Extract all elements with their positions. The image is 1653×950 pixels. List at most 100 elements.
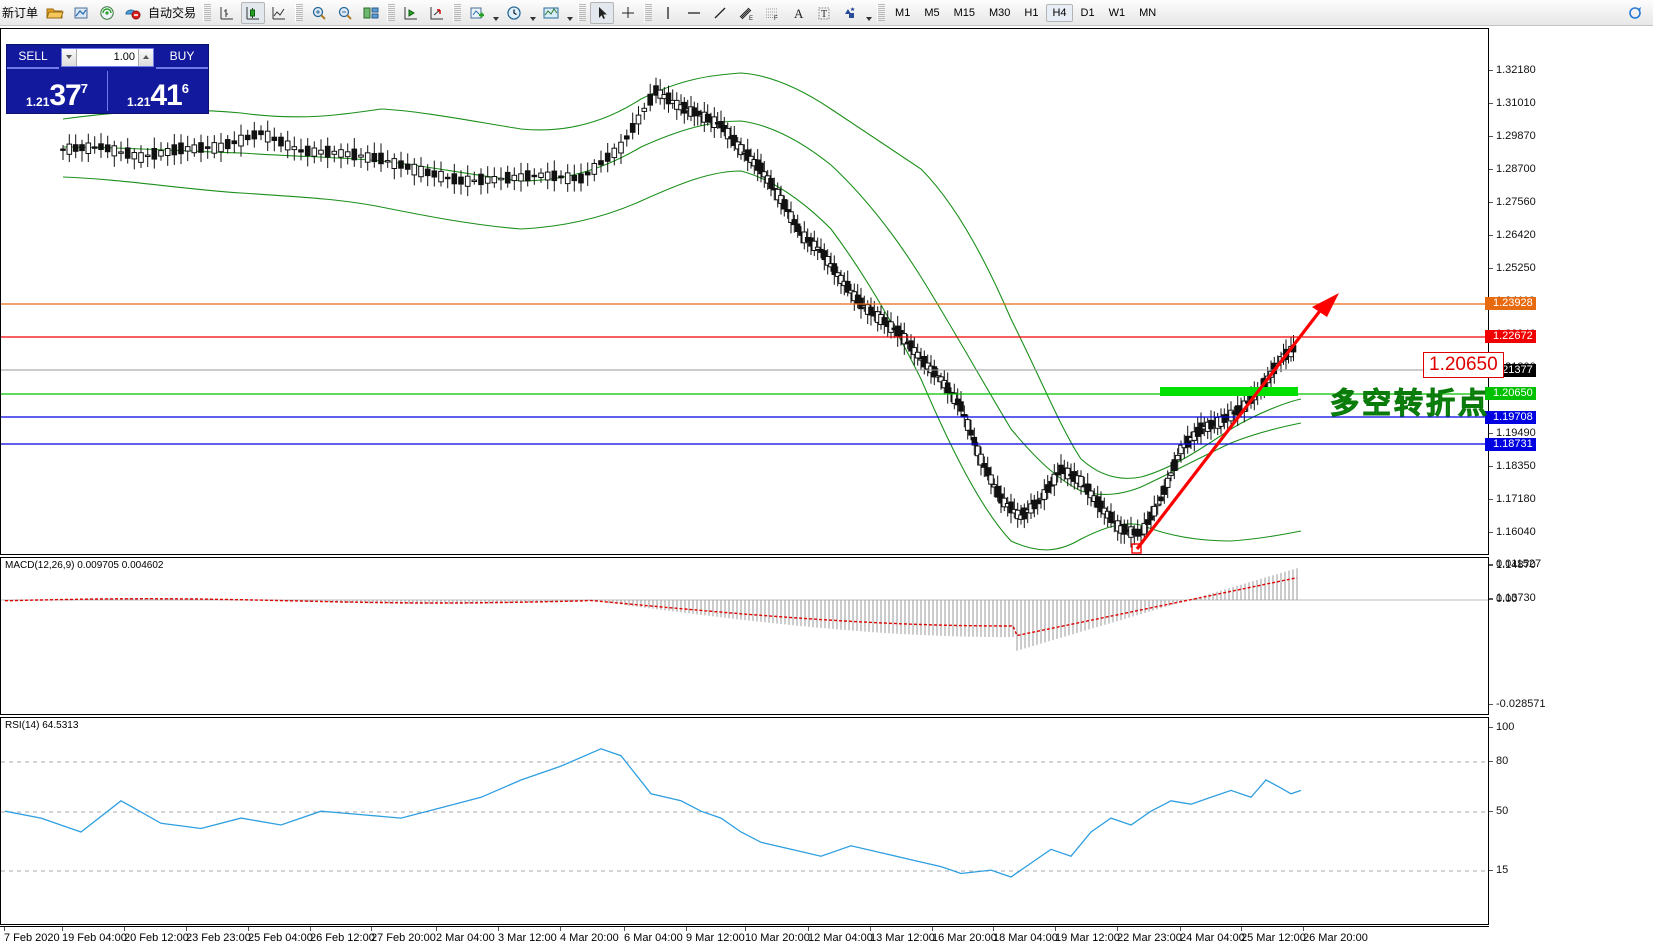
price-scale-rsi[interactable]: 100 80 50 15 [1489, 717, 1653, 925]
volume-decrease-button[interactable] [62, 48, 77, 66]
buy-price-sup: 6 [181, 81, 189, 96]
rsi-pane[interactable]: RSI(14) 64.5313 [0, 717, 1489, 925]
text-box-icon[interactable]: T [812, 2, 836, 24]
scale-tick-label: 1.28700 [1496, 163, 1536, 175]
zoom-out-icon[interactable] [333, 2, 357, 24]
scale-tick [1489, 599, 1493, 600]
data-window-icon[interactable] [95, 2, 119, 24]
autotrading-icon[interactable] [121, 2, 145, 24]
timeframe-m5[interactable]: M5 [924, 6, 940, 19]
templates-icon[interactable] [539, 2, 563, 24]
price-callout-label: 1.20650 [1423, 352, 1504, 378]
period-icon[interactable] [502, 2, 526, 24]
scale-tick-label: 1.17180 [1496, 493, 1536, 505]
timeframe-m30[interactable]: M30 [989, 6, 1011, 19]
sell-price-sup: 7 [80, 81, 88, 96]
svg-text:T: T [821, 9, 827, 20]
rsi-canvas [1, 748, 1488, 878]
time-axis-label: 25 Mar 12:00 [1241, 932, 1306, 944]
one-click-trading-panel[interactable]: SELL 1.00 BUY 1.21 37 7 1.21 41 6 [6, 44, 209, 114]
time-axis-label: 16 Mar 20:00 [932, 932, 997, 944]
auto-scroll-icon[interactable] [399, 2, 423, 24]
time-tick [686, 927, 687, 931]
sell-price-big: 37 [49, 79, 81, 112]
timeframe-m15[interactable]: M15 [953, 6, 975, 19]
volume-stepper[interactable]: 1.00 [61, 47, 154, 67]
timeframe-mn[interactable]: MN [1139, 6, 1157, 19]
scale-tick-label: 1.18350 [1496, 460, 1536, 472]
sell-price-prefix: 1.21 [26, 95, 50, 109]
equidistant-channel-icon[interactable]: E [734, 2, 758, 24]
scale-tick-label: 1.13730 [1496, 592, 1536, 604]
timeframe-d1[interactable]: D1 [1080, 6, 1095, 19]
scale-tick [1489, 704, 1493, 705]
zoom-in-icon[interactable] [307, 2, 331, 24]
time-axis-label: 27 Feb 20:00 [371, 932, 436, 944]
toolbar-separator-5 [578, 3, 587, 22]
trendline-icon[interactable] [708, 2, 732, 24]
scale-tick-label: 80 [1496, 755, 1509, 767]
blue-level-badge-2[interactable]: 1.18731 [1485, 438, 1536, 451]
help-icon[interactable] [1623, 2, 1647, 24]
add-indicator-dropdown[interactable] [490, 0, 501, 27]
scale-tick-label: 15 [1496, 864, 1509, 876]
scale-tick-label: 1.25250 [1496, 262, 1536, 274]
horizontal-line-icon[interactable] [682, 2, 706, 24]
red-level-badge[interactable]: 1.22672 [1485, 330, 1536, 343]
time-tick [1180, 927, 1181, 931]
timeframe-w1[interactable]: W1 [1108, 6, 1126, 19]
scale-tick [1489, 169, 1493, 170]
scale-tick-label: 1.29870 [1496, 130, 1536, 142]
timeframe-m1[interactable]: M1 [895, 6, 911, 19]
bar-chart-icon[interactable] [215, 2, 239, 24]
add-indicator-icon[interactable] [465, 2, 489, 24]
text-label-icon[interactable]: A [786, 2, 810, 24]
time-axis-label: 12 Mar 04:00 [808, 932, 873, 944]
orange-level-badge[interactable]: 1.23928 [1485, 297, 1536, 310]
cursor-icon[interactable] [590, 1, 615, 24]
time-tick [745, 927, 746, 931]
sell-price[interactable]: 1.21 37 7 [7, 69, 107, 113]
scale-tick-label: 50 [1496, 805, 1509, 817]
main-chart-pane[interactable] [0, 28, 1489, 555]
tile-windows-icon[interactable] [359, 2, 383, 24]
green-level-badge[interactable]: 1.20650 [1485, 387, 1536, 400]
main-toolbar: 新订单 自动交易 [0, 0, 1653, 26]
macd-pane[interactable]: MACD(12,26,9) 0.009705 0.004602 [0, 557, 1489, 715]
buy-button[interactable]: BUY [156, 45, 208, 69]
crosshair-icon[interactable] [616, 2, 640, 24]
folder-icon[interactable] [43, 2, 67, 24]
volume-increase-button[interactable] [138, 48, 153, 66]
fibonacci-icon[interactable]: F [760, 2, 784, 24]
shapes-dropdown[interactable] [863, 0, 874, 27]
templates-dropdown[interactable] [564, 0, 575, 27]
oct-price-row: 1.21 37 7 1.21 41 6 [7, 69, 208, 113]
line-chart-icon[interactable] [267, 2, 291, 24]
scale-tick [1489, 598, 1493, 599]
time-axis-label: 22 Mar 23:00 [1117, 932, 1182, 944]
time-axis-label: 3 Mar 12:00 [498, 932, 557, 944]
blue-level-badge-1[interactable]: 1.19708 [1485, 411, 1536, 424]
buy-price[interactable]: 1.21 41 6 [108, 69, 208, 113]
buy-price-prefix: 1.21 [127, 95, 151, 109]
price-scale-macd[interactable]: 0.011527 0.00 -0.028571 [1489, 557, 1653, 715]
timeframe-h4[interactable]: H4 [1046, 3, 1073, 22]
time-axis[interactable]: 7 Feb 2020 19 Feb 04:00 20 Feb 12:00 23 Feb… [0, 926, 1489, 950]
sell-button[interactable]: SELL [7, 45, 59, 69]
volume-value[interactable]: 1.00 [113, 51, 135, 63]
chart-shift-icon[interactable] [425, 2, 449, 24]
candlestick-chart-icon[interactable] [241, 1, 266, 24]
new-order-button[interactable]: 新订单 [2, 6, 39, 20]
scale-tick [1489, 235, 1493, 236]
scale-tick-label: -0.028571 [1496, 698, 1546, 710]
period-dropdown[interactable] [527, 0, 538, 27]
time-tick [498, 927, 499, 931]
scale-tick-label: 1.19490 [1496, 427, 1536, 439]
shapes-icon[interactable] [838, 2, 862, 24]
vertical-line-icon[interactable] [656, 2, 680, 24]
timeframe-h1[interactable]: H1 [1024, 6, 1039, 19]
autotrading-button[interactable]: 自动交易 [148, 6, 197, 20]
print-preview-icon[interactable] [69, 2, 93, 24]
price-scale-main[interactable]: 1.32180 1.31010 1.29870 1.28700 1.27560 1.264… [1485, 28, 1653, 604]
time-axis-label: 19 Mar 12:00 [1055, 932, 1120, 944]
